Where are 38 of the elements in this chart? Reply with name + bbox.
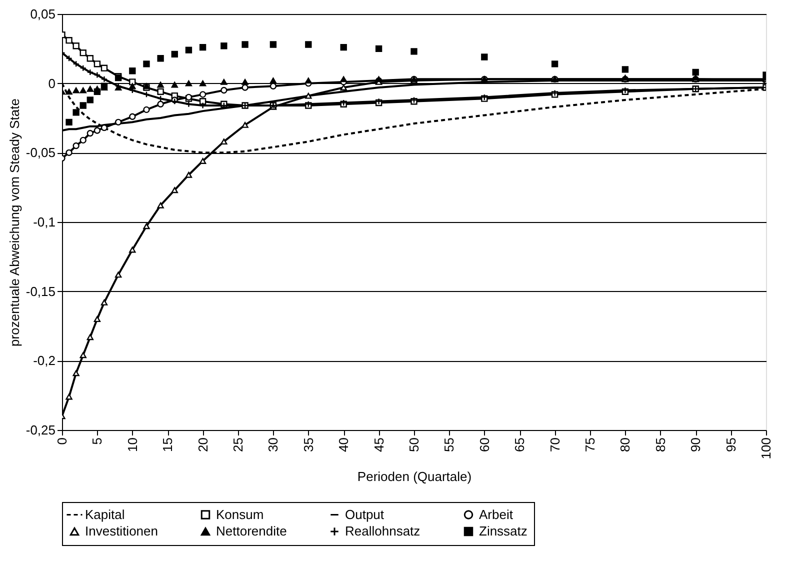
x-tick-label: 10 (124, 438, 140, 452)
x-tick-label: 50 (406, 438, 422, 452)
legend-label: Arbeit (479, 506, 514, 522)
x-tick-label: 100 (758, 438, 774, 460)
y-tick-label: -0,25 (26, 422, 56, 438)
x-tick-label: 70 (547, 438, 562, 452)
y-tick-label: -0,2 (33, 353, 56, 368)
x-tick-label: 90 (688, 438, 704, 452)
y-tick-label: 0 (48, 76, 56, 91)
x-tick-label: 0 (54, 438, 70, 445)
x-tick-label: 55 (442, 438, 457, 452)
x-tick-label: 75 (582, 438, 598, 452)
y-tick-label: 0,05 (30, 6, 56, 22)
x-tick-label: 40 (336, 438, 352, 452)
x-tick-label: 15 (160, 438, 176, 452)
y-axis-title: prozentuale Abweichung vom Steady State (6, 98, 22, 346)
y-tick-label: -0,15 (26, 284, 56, 299)
x-tick-label: 85 (652, 438, 668, 452)
x-tick-label: 30 (266, 438, 281, 452)
x-tick-label: 5 (90, 438, 105, 445)
legend-label: Nettorendite (216, 524, 287, 538)
x-tick-label: 35 (300, 438, 316, 452)
y-tick-label: -0,05 (26, 145, 56, 160)
x-tick-label: 60 (476, 438, 492, 452)
x-tick-label: 95 (723, 438, 738, 452)
x-tick-label: 25 (230, 438, 246, 452)
legend-label: Output (345, 506, 384, 522)
x-tick-label: 20 (195, 438, 210, 452)
legend-label: Kapital (85, 506, 125, 522)
legend-label: Konsum (216, 506, 264, 522)
legend-label: Zinssatz (479, 524, 528, 538)
x-tick-label: 80 (618, 438, 633, 452)
x-axis-title: Perioden (Quartale) (357, 469, 472, 484)
legend-label: Investitionen (85, 524, 158, 538)
legend-label: Reallohnsatz (345, 524, 420, 538)
x-tick-label: 65 (512, 438, 528, 452)
y-tick-label: -0,1 (33, 214, 56, 230)
x-tick-label: 45 (371, 438, 386, 452)
